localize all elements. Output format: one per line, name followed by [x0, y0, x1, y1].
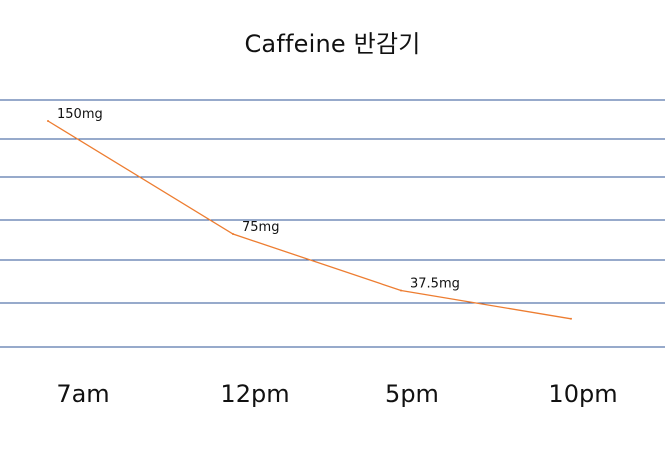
chart-title: Caffeine 반감기 [244, 30, 421, 58]
data-label-12pm: 75mg [242, 220, 279, 235]
data-label-7am: 150mg [57, 107, 103, 122]
data-point-7am [47, 120, 49, 122]
series-line [47, 120, 572, 320]
x-tick-label-12pm: 12pm [220, 380, 289, 408]
x-tick-label-10pm: 10pm [548, 380, 617, 408]
data-point-12pm [232, 233, 234, 235]
data-point-5pm [400, 289, 402, 292]
data-label-5pm: 37.5mg [410, 277, 460, 292]
x-tick-label-7am: 7am [56, 380, 109, 408]
x-tick-label-5pm: 5pm [385, 380, 439, 408]
data-point-10pm [570, 317, 572, 320]
